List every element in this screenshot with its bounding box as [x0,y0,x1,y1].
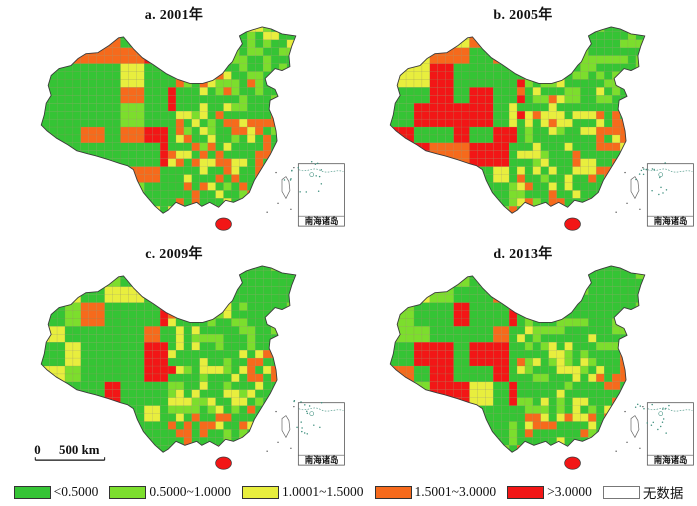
choropleth-cells [390,26,645,214]
legend-item-4: >3.0000 [507,484,592,500]
map-panel-2001: a. 2001年 南海诸岛 [0,0,348,239]
inset-label: 南海诸岛 [654,216,688,226]
china-choropleth-svg-3: 南海诸岛 [389,265,694,470]
scale-bar: 0 500 km [34,443,106,461]
legend-item-1: 0.5000~1.0000 [109,484,231,500]
svg-text:500 km: 500 km [59,443,100,457]
choropleth-cells [390,265,645,453]
legend-swatch-2 [241,485,279,499]
china-map-2005: 南海诸岛 [349,24,697,239]
legend-label-5: 无数据 [642,486,684,501]
legend-swatch-0 [13,485,51,499]
legend-label-4: >3.0000 [547,484,592,499]
legend-label-2: 1.0001~1.5000 [281,484,364,499]
china-map-2009: 南海诸岛 0 500 km [0,263,348,478]
map-panel-2005: b. 2005年 南海诸岛 [349,0,697,239]
china-choropleth-svg-0: 南海诸岛 [40,26,345,231]
south-china-sea-inset: 南海诸岛 [283,160,345,227]
legend-label-3: 1.5001~3.0000 [414,484,497,499]
inset-label: 南海诸岛 [654,455,688,465]
choropleth-cells [41,26,296,214]
south-china-sea-inset: 南海诸岛 [293,399,345,466]
legend-swatch-5 [602,485,640,499]
taiwan-outline [266,166,295,213]
taiwan-outline [615,166,644,213]
taiwan-outline [615,405,644,452]
svg-text:0: 0 [34,443,40,457]
panel-title-2009: c. 2009年 [145,247,203,262]
china-map-2001: 南海诸岛 [0,24,348,239]
south-china-sea-inset: 南海诸岛 [634,402,694,466]
china-map-2013: 南海诸岛 [349,263,697,478]
taiwan-outline [266,405,295,452]
legend-swatch-3 [374,485,412,499]
inset-label: 南海诸岛 [305,216,339,226]
legend-item-3: 1.5001~3.0000 [374,484,497,500]
legend-label-1: 0.5000~1.0000 [149,484,231,499]
inset-label: 南海诸岛 [305,455,339,465]
legend-item-5: 无数据 [602,482,684,502]
legend-item-2: 1.0001~1.5000 [241,484,364,500]
map-panel-2009: c. 2009年 南海诸岛 0 500 km [0,239,348,478]
panel-title-2005: b. 2005年 [493,8,553,23]
legend-swatch-4 [507,485,545,499]
legend-item-0: <0.5000 [13,484,99,500]
map-panel-2013: d. 2013年 南海诸岛 [349,239,697,478]
legend-label-0: <0.5000 [53,484,99,499]
legend-swatch-1 [109,485,147,499]
china-choropleth-svg-2: 南海诸岛 0 500 km [34,265,345,470]
panel-title-2001: a. 2001年 [144,8,204,23]
panel-title-2013: d. 2013年 [493,247,553,262]
china-choropleth-svg-1: 南海诸岛 [389,26,694,231]
south-china-sea-inset: 南海诸岛 [635,162,694,227]
legend: <0.5000 0.5000~1.0000 1.0001~1.5000 1.5001~… [0,478,697,506]
